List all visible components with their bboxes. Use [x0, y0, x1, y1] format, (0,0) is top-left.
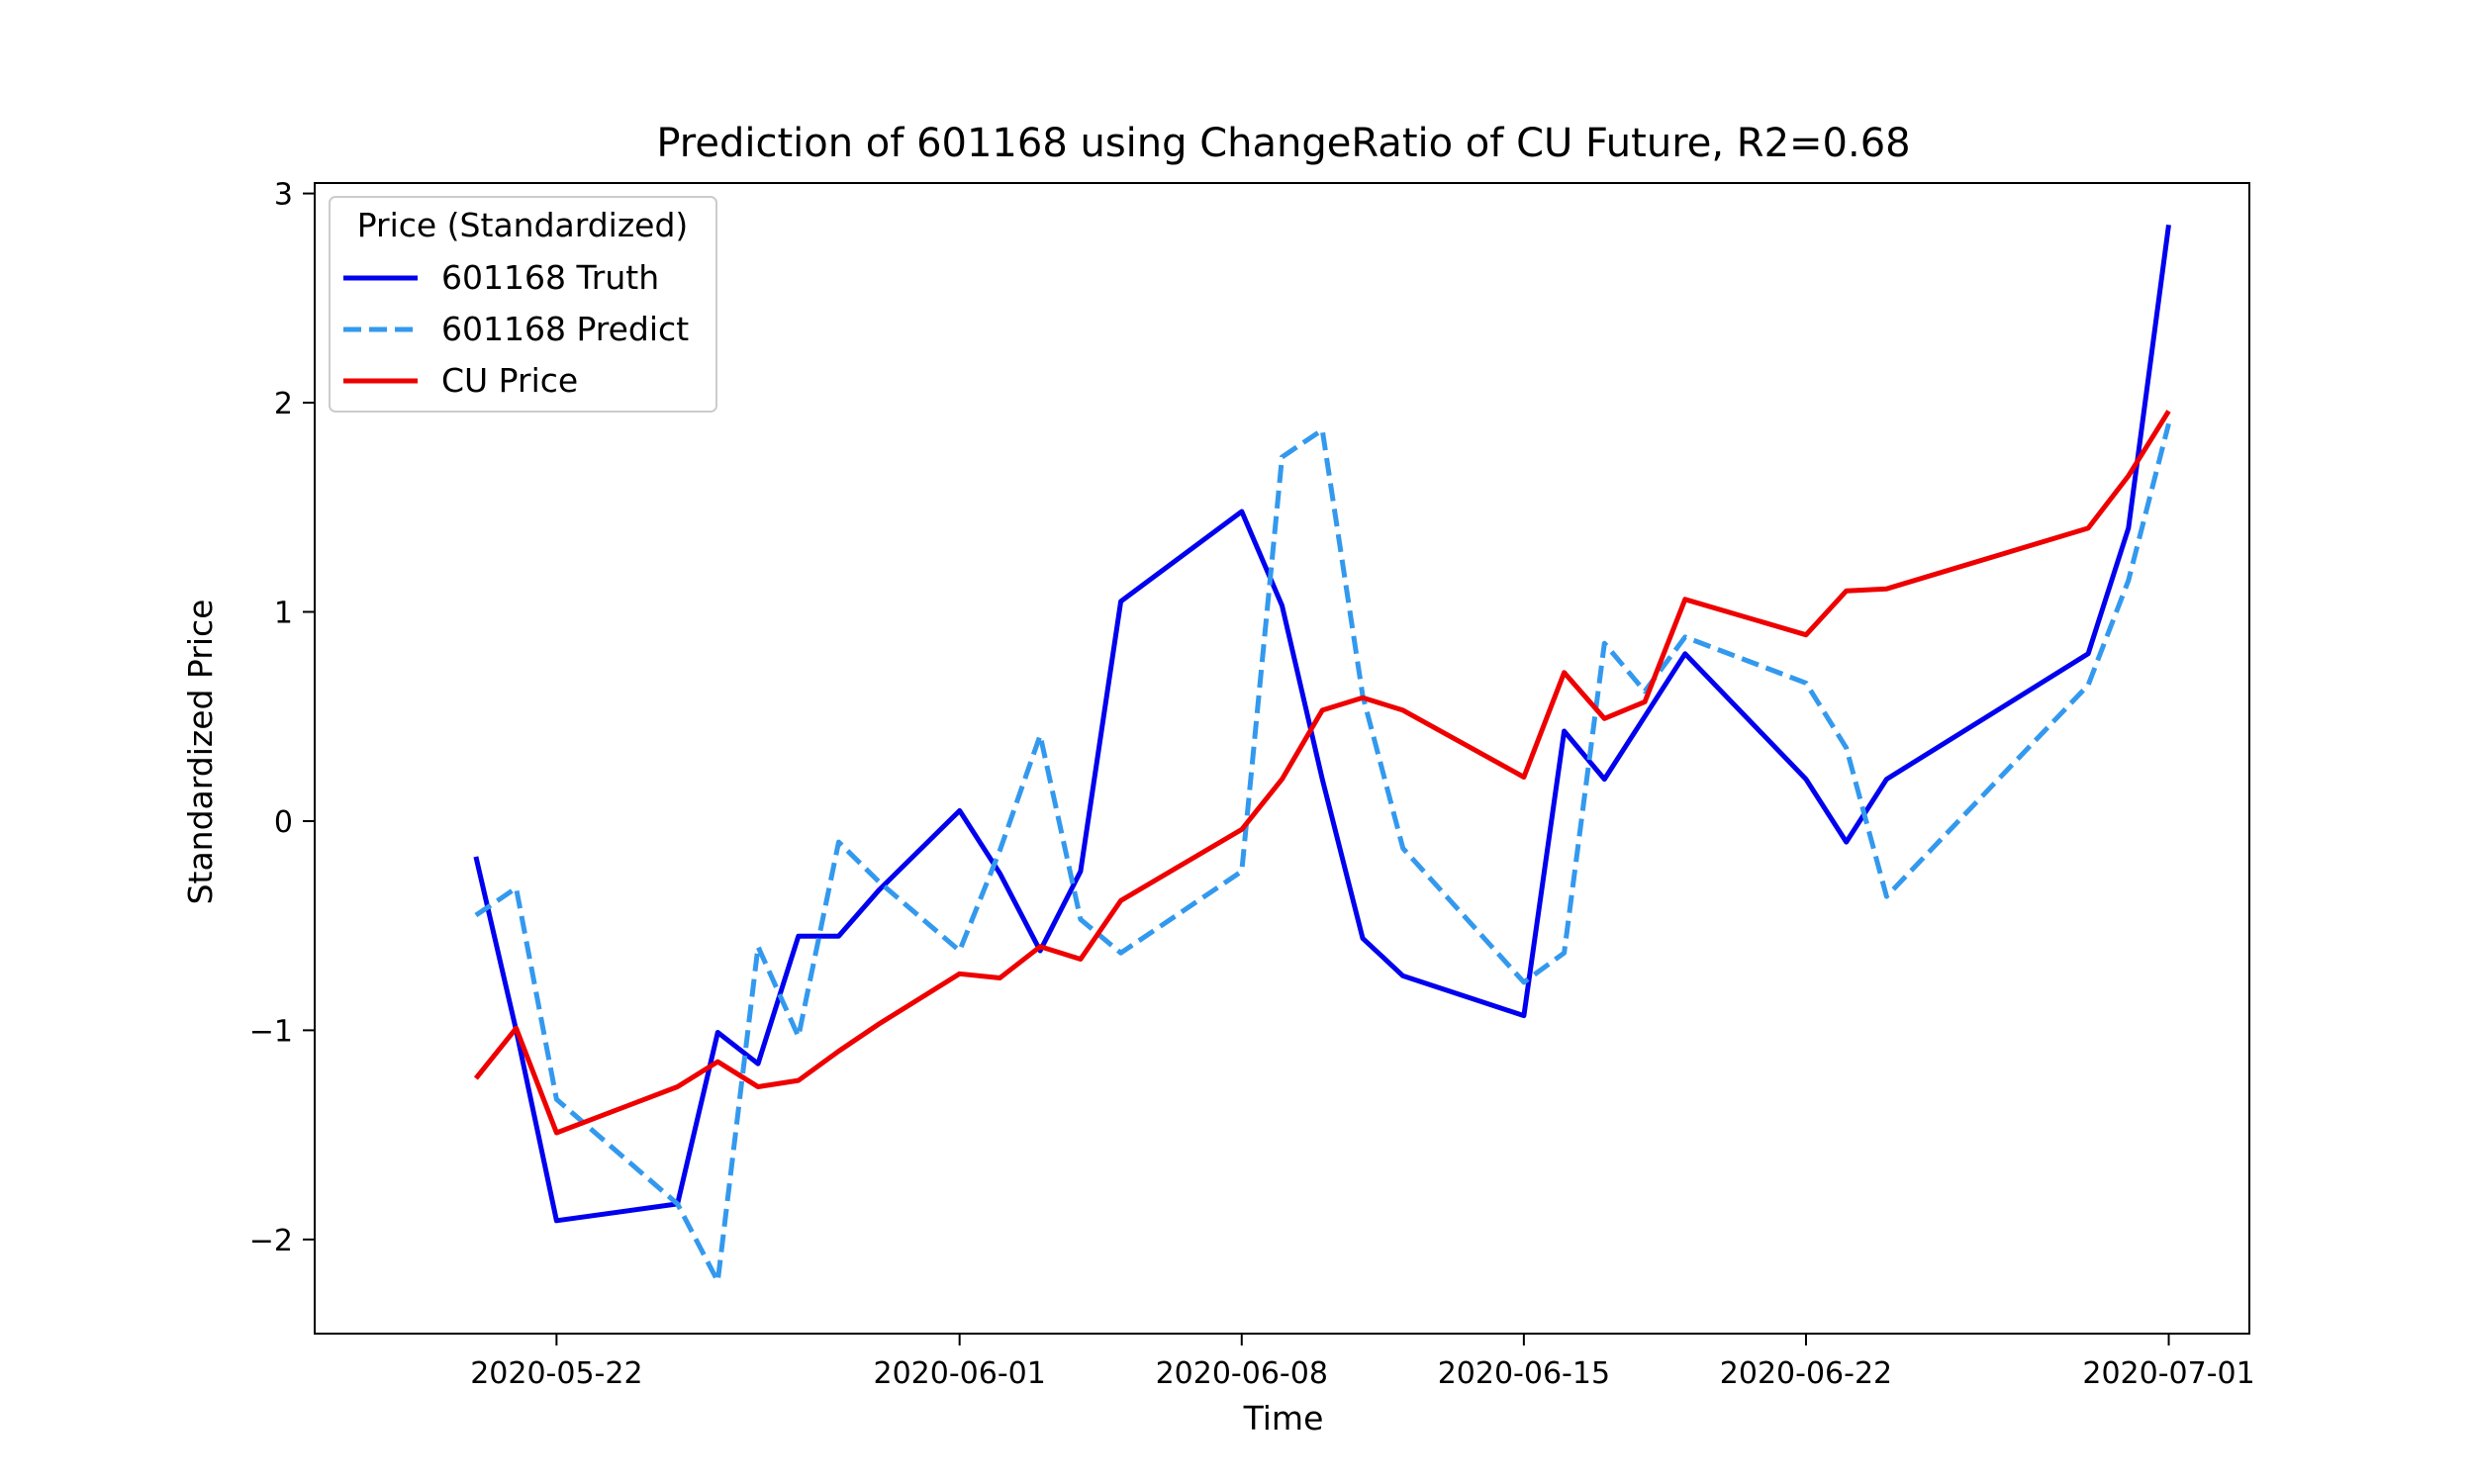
y-tick-label: 3 [274, 178, 293, 213]
y-tick-label: 2 [274, 387, 293, 421]
x-axis-label: Time [1243, 1399, 1324, 1438]
x-tick-label: 2020-06-08 [1156, 1356, 1328, 1391]
x-tick-label: 2020-05-22 [470, 1356, 642, 1391]
series-line-601168-truth [473, 224, 2171, 1224]
x-axis: 2020-05-22 2020-06-01 2020-06-08 2020-06-15… [470, 1334, 2255, 1391]
legend: Price (Standardized) 601168 Truth601168 … [329, 196, 717, 413]
plot-lines [473, 224, 2171, 1284]
legend-entries: 601168 Truth 601168 Predict CU Price [343, 258, 689, 400]
legend-title: Price (Standardized) [357, 206, 689, 244]
y-tick-label: 1 [274, 596, 293, 630]
y-axis-label: Standardized Price [181, 600, 220, 905]
legend-label: 601168 Predict [441, 310, 689, 348]
y-tick-label: −2 [249, 1224, 293, 1258]
y-tick-label: −1 [249, 1014, 293, 1049]
legend-box [329, 196, 717, 413]
legend-label: CU Price [441, 361, 578, 400]
x-tick-label: 2020-06-01 [873, 1356, 1045, 1391]
series-line-601168-predict [474, 422, 2171, 1284]
chart-title: Prediction of 601168 using ChangeRatio o… [656, 121, 1910, 166]
x-tick-label: 2020-06-15 [1438, 1356, 1610, 1391]
y-tick-label: 0 [274, 805, 293, 840]
series-line-cu-price [473, 410, 2171, 1136]
plot-frame [314, 182, 2250, 1335]
y-axis: −2 −1 0 1 2 3 [249, 178, 315, 1258]
x-tick-label: 2020-06-22 [1720, 1356, 1892, 1391]
legend-label: 601168 Truth [441, 258, 659, 297]
x-tick-label: 2020-07-01 [2082, 1356, 2254, 1391]
